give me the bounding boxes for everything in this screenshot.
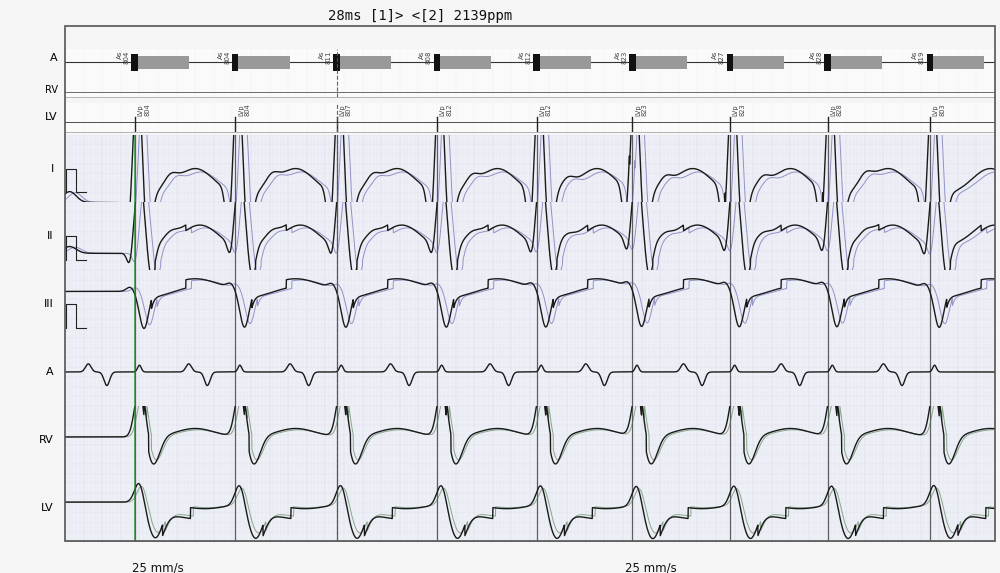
Text: LVp
807: LVp 807 <box>339 103 352 116</box>
Text: 28ms [1]> <[2] 2139ppm: 28ms [1]> <[2] 2139ppm <box>328 9 512 23</box>
Bar <box>138 56 189 69</box>
Text: LVp
828: LVp 828 <box>830 103 843 116</box>
Bar <box>434 54 440 70</box>
Text: 25 mm/s: 25 mm/s <box>625 562 677 573</box>
Text: As
828: As 828 <box>810 50 822 64</box>
Bar <box>636 56 687 69</box>
Bar <box>533 54 540 70</box>
Text: LVp
803: LVp 803 <box>933 103 945 116</box>
Text: As
812: As 812 <box>519 50 531 64</box>
Text: LV: LV <box>45 112 58 123</box>
Bar <box>440 56 491 69</box>
Text: LVp
812: LVp 812 <box>440 103 452 116</box>
Bar <box>824 54 831 70</box>
Text: As
827: As 827 <box>712 50 725 64</box>
Bar <box>340 56 391 69</box>
Text: As
808: As 808 <box>419 50 432 64</box>
Text: LV: LV <box>41 503 54 513</box>
Text: As
823: As 823 <box>615 50 627 64</box>
Bar <box>727 54 733 70</box>
Text: As
819: As 819 <box>912 50 925 64</box>
Text: II: II <box>47 231 54 241</box>
Text: LVp
812: LVp 812 <box>539 103 552 116</box>
Text: 25 mm/s: 25 mm/s <box>132 562 184 573</box>
Text: As
804: As 804 <box>218 50 230 64</box>
Bar <box>232 54 238 70</box>
Text: A: A <box>50 53 58 64</box>
Text: LVp
804: LVp 804 <box>138 103 150 116</box>
Text: LVp
804: LVp 804 <box>238 103 250 116</box>
Text: RV: RV <box>45 85 58 95</box>
Text: A: A <box>46 367 54 377</box>
Text: As
811: As 811 <box>319 50 331 64</box>
Text: As
804: As 804 <box>117 50 130 64</box>
Bar <box>540 56 591 69</box>
Text: RV: RV <box>39 435 54 445</box>
Text: I: I <box>51 163 54 174</box>
Bar <box>927 54 933 70</box>
Text: III: III <box>44 299 54 309</box>
Text: LVp
823: LVp 823 <box>635 103 648 116</box>
Bar <box>131 54 138 70</box>
Bar <box>733 56 784 69</box>
Bar <box>333 54 340 70</box>
Bar <box>238 56 290 69</box>
Bar <box>933 56 984 69</box>
Bar <box>629 54 636 70</box>
Text: LVp
823: LVp 823 <box>733 103 745 116</box>
Bar <box>831 56 882 69</box>
